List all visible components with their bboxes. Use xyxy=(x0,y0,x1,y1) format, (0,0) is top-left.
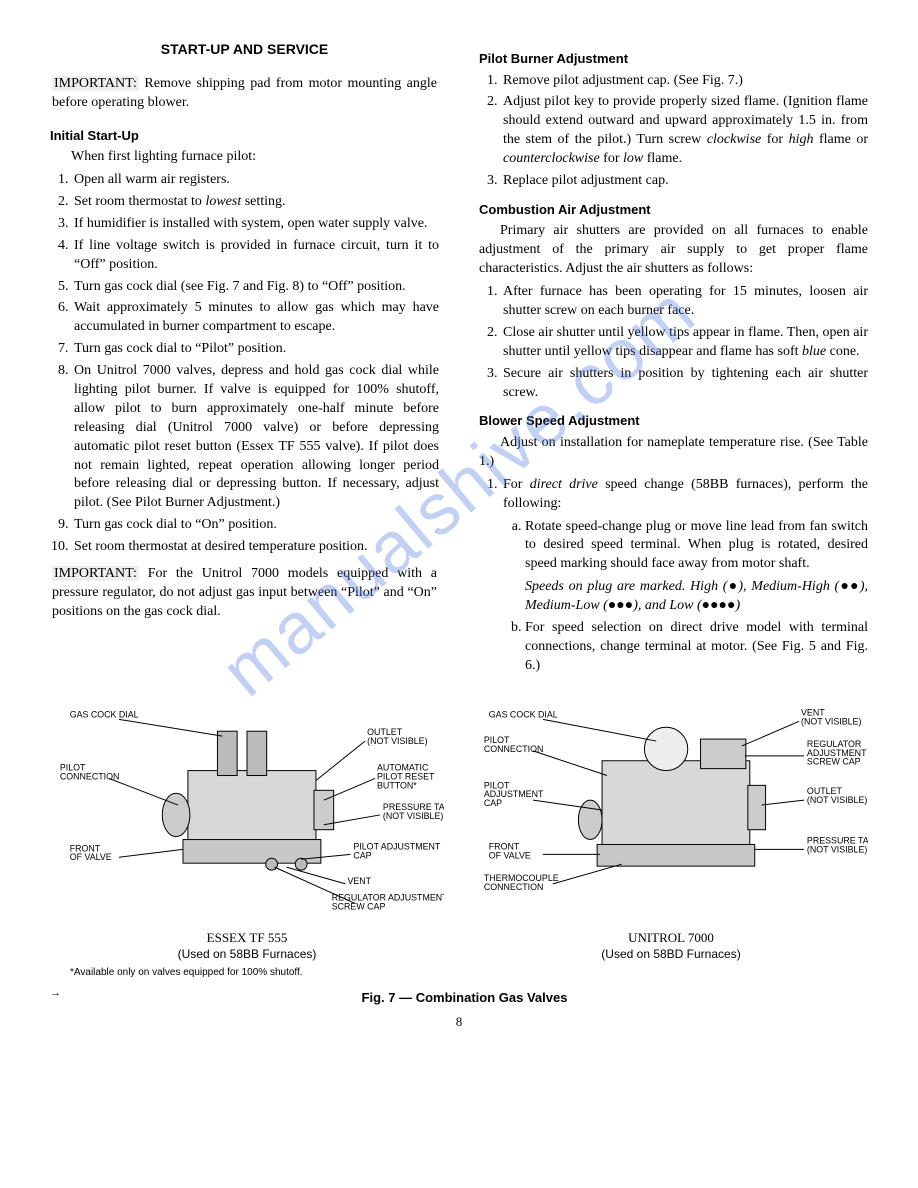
important-lead: IMPORTANT: xyxy=(52,76,139,91)
section-heading: START-UP AND SERVICE xyxy=(50,40,439,59)
subhead-pilot-burner: Pilot Burner Adjustment xyxy=(479,50,868,68)
list-item: Open all warm air registers. xyxy=(72,171,439,190)
essex-svg: GAS COCK DIAL PILOTCONNECTION OUTLET(NOT… xyxy=(50,700,444,920)
lbl2-vent: VENT(NOT VISIBLE) xyxy=(801,707,861,726)
lbl-ptap: PRESSURE TAP(NOT VISIBLE) xyxy=(383,802,444,821)
fig-sub-left: (Used on 58BB Furnaces) xyxy=(50,946,444,962)
list-item: Remove pilot adjustment cap. (See Fig. 7… xyxy=(501,72,868,91)
lbl-outlet: OUTLET(NOT VISIBLE) xyxy=(367,727,427,746)
important-note-1: IMPORTANT: Remove shipping pad from moto… xyxy=(50,71,439,117)
list-item: Secure air shutters in position by tight… xyxy=(501,365,868,403)
lbl2-gck: GAS COCK DIAL xyxy=(489,709,558,719)
blower-sub-a: Rotate speed-change plug or move line le… xyxy=(525,518,868,616)
lbl2-thermo: THERMOCOUPLECONNECTION xyxy=(484,873,559,892)
combustion-list: After furnace has been operating for 15 … xyxy=(479,283,868,402)
lbl2-pilot-adj: PILOTADJUSTMENTCAP xyxy=(484,780,544,808)
lbl-gck: GAS COCK DIAL xyxy=(70,709,139,719)
blower-intro: Adjust on installation for nameplate tem… xyxy=(479,434,868,472)
blower-a-note: Speeds on plug are marked. High (●), Med… xyxy=(525,578,868,616)
fig-name-right: UNITROL 7000 xyxy=(474,929,868,947)
important-note-2: IMPORTANT: For the Unitrol 7000 models e… xyxy=(50,561,439,626)
lbl2-front: FRONTOF VALVE xyxy=(489,841,531,860)
arrow-icon: → xyxy=(50,986,61,1001)
list-item: Turn gas cock dial to “Pilot” position. xyxy=(72,340,439,359)
blower-list: For direct drive speed change (58BB furn… xyxy=(479,476,868,676)
list-item: If line voltage switch is provided in fu… xyxy=(72,237,439,275)
lbl-reg-adj: REGULATOR ADJUSTMENTSCREW CAP xyxy=(332,892,444,911)
list-item: After furnace has been operating for 15 … xyxy=(501,283,868,321)
subhead-combustion: Combustion Air Adjustment xyxy=(479,201,868,219)
important-lead-2: IMPORTANT: xyxy=(52,566,139,581)
two-column-layout: START-UP AND SERVICE IMPORTANT: Remove s… xyxy=(50,40,868,680)
right-column: Pilot Burner Adjustment Remove pilot adj… xyxy=(479,40,868,680)
left-column: START-UP AND SERVICE IMPORTANT: Remove s… xyxy=(50,40,439,680)
subhead-blower: Blower Speed Adjustment xyxy=(479,412,868,430)
blower-list-item: For direct drive speed change (58BB furn… xyxy=(501,476,868,676)
list-item: Set room thermostat to lowest setting. xyxy=(72,193,439,212)
lbl-pilot-conn: PILOTCONNECTION xyxy=(60,762,120,781)
list-item: Turn gas cock dial to “On” position. xyxy=(72,516,439,535)
lbl-autoreset: AUTOMATICPILOT RESETBUTTON* xyxy=(377,762,435,790)
blower-a-text: Rotate speed-change plug or move line le… xyxy=(525,519,868,572)
list-item: Adjust pilot key to provide properly siz… xyxy=(501,93,868,169)
figure-unitrol: GAS COCK DIAL PILOTCONNECTION PILOTADJUS… xyxy=(474,700,868,960)
combustion-intro: Primary air shutters are provided on all… xyxy=(479,222,868,279)
list-item: If humidifier is installed with system, … xyxy=(72,215,439,234)
blower-sublist: Rotate speed-change plug or move line le… xyxy=(503,518,868,676)
page-number: 8 xyxy=(50,1013,868,1031)
figure-essex: GAS COCK DIAL PILOTCONNECTION OUTLET(NOT… xyxy=(50,700,444,960)
list-item: On Unitrol 7000 valves, depress and hold… xyxy=(72,362,439,513)
figures-row: GAS COCK DIAL PILOTCONNECTION OUTLET(NOT… xyxy=(50,700,868,960)
unitrol-svg: GAS COCK DIAL PILOTCONNECTION PILOTADJUS… xyxy=(474,700,868,920)
startup-list: Open all warm air registers. Set room the… xyxy=(50,171,439,557)
lbl2-pilot-conn: PILOTCONNECTION xyxy=(484,735,544,754)
list-item: Turn gas cock dial (see Fig. 7 and Fig. … xyxy=(72,278,439,297)
fig-caption-left: ESSEX TF 555 (Used on 58BB Furnaces) xyxy=(50,929,444,963)
list-item: Wait approximately 5 minutes to allow ga… xyxy=(72,299,439,337)
fig-sub-right: (Used on 58BD Furnaces) xyxy=(474,946,868,962)
pilot-list: Remove pilot adjustment cap. (See Fig. 7… xyxy=(479,72,868,191)
figure-title: Fig. 7 — Combination Gas Valves xyxy=(61,989,868,1007)
lbl2-reg-adj: REGULATORADJUSTMENTSCREW CAP xyxy=(807,739,867,767)
startup-intro: When first lighting furnace pilot: xyxy=(50,148,439,167)
lbl2-ptap: PRESSURE TAP(NOT VISIBLE) xyxy=(807,835,868,854)
blower-sub-b: For speed selection on direct drive mode… xyxy=(525,619,868,676)
subhead-initial-startup: Initial Start-Up xyxy=(50,127,439,145)
list-item: Close air shutter until yellow tips appe… xyxy=(501,324,868,362)
fig-name-left: ESSEX TF 555 xyxy=(50,929,444,947)
lbl-pilot-adj: PILOT ADJUSTMENTCAP xyxy=(353,841,441,860)
lbl2-outlet: OUTLET(NOT VISIBLE) xyxy=(807,786,867,805)
list-item: Set room thermostat at desired temperatu… xyxy=(72,538,439,557)
lbl-vent: VENT xyxy=(347,876,371,886)
lbl-front: FRONTOF VALVE xyxy=(70,843,112,862)
fig-caption-right: UNITROL 7000 (Used on 58BD Furnaces) xyxy=(474,929,868,963)
list-item: Replace pilot adjustment cap. xyxy=(501,172,868,191)
figure-footnote: *Available only on valves equipped for 1… xyxy=(70,966,868,980)
blower-item-text: For direct drive speed change (58BB furn… xyxy=(503,477,868,511)
